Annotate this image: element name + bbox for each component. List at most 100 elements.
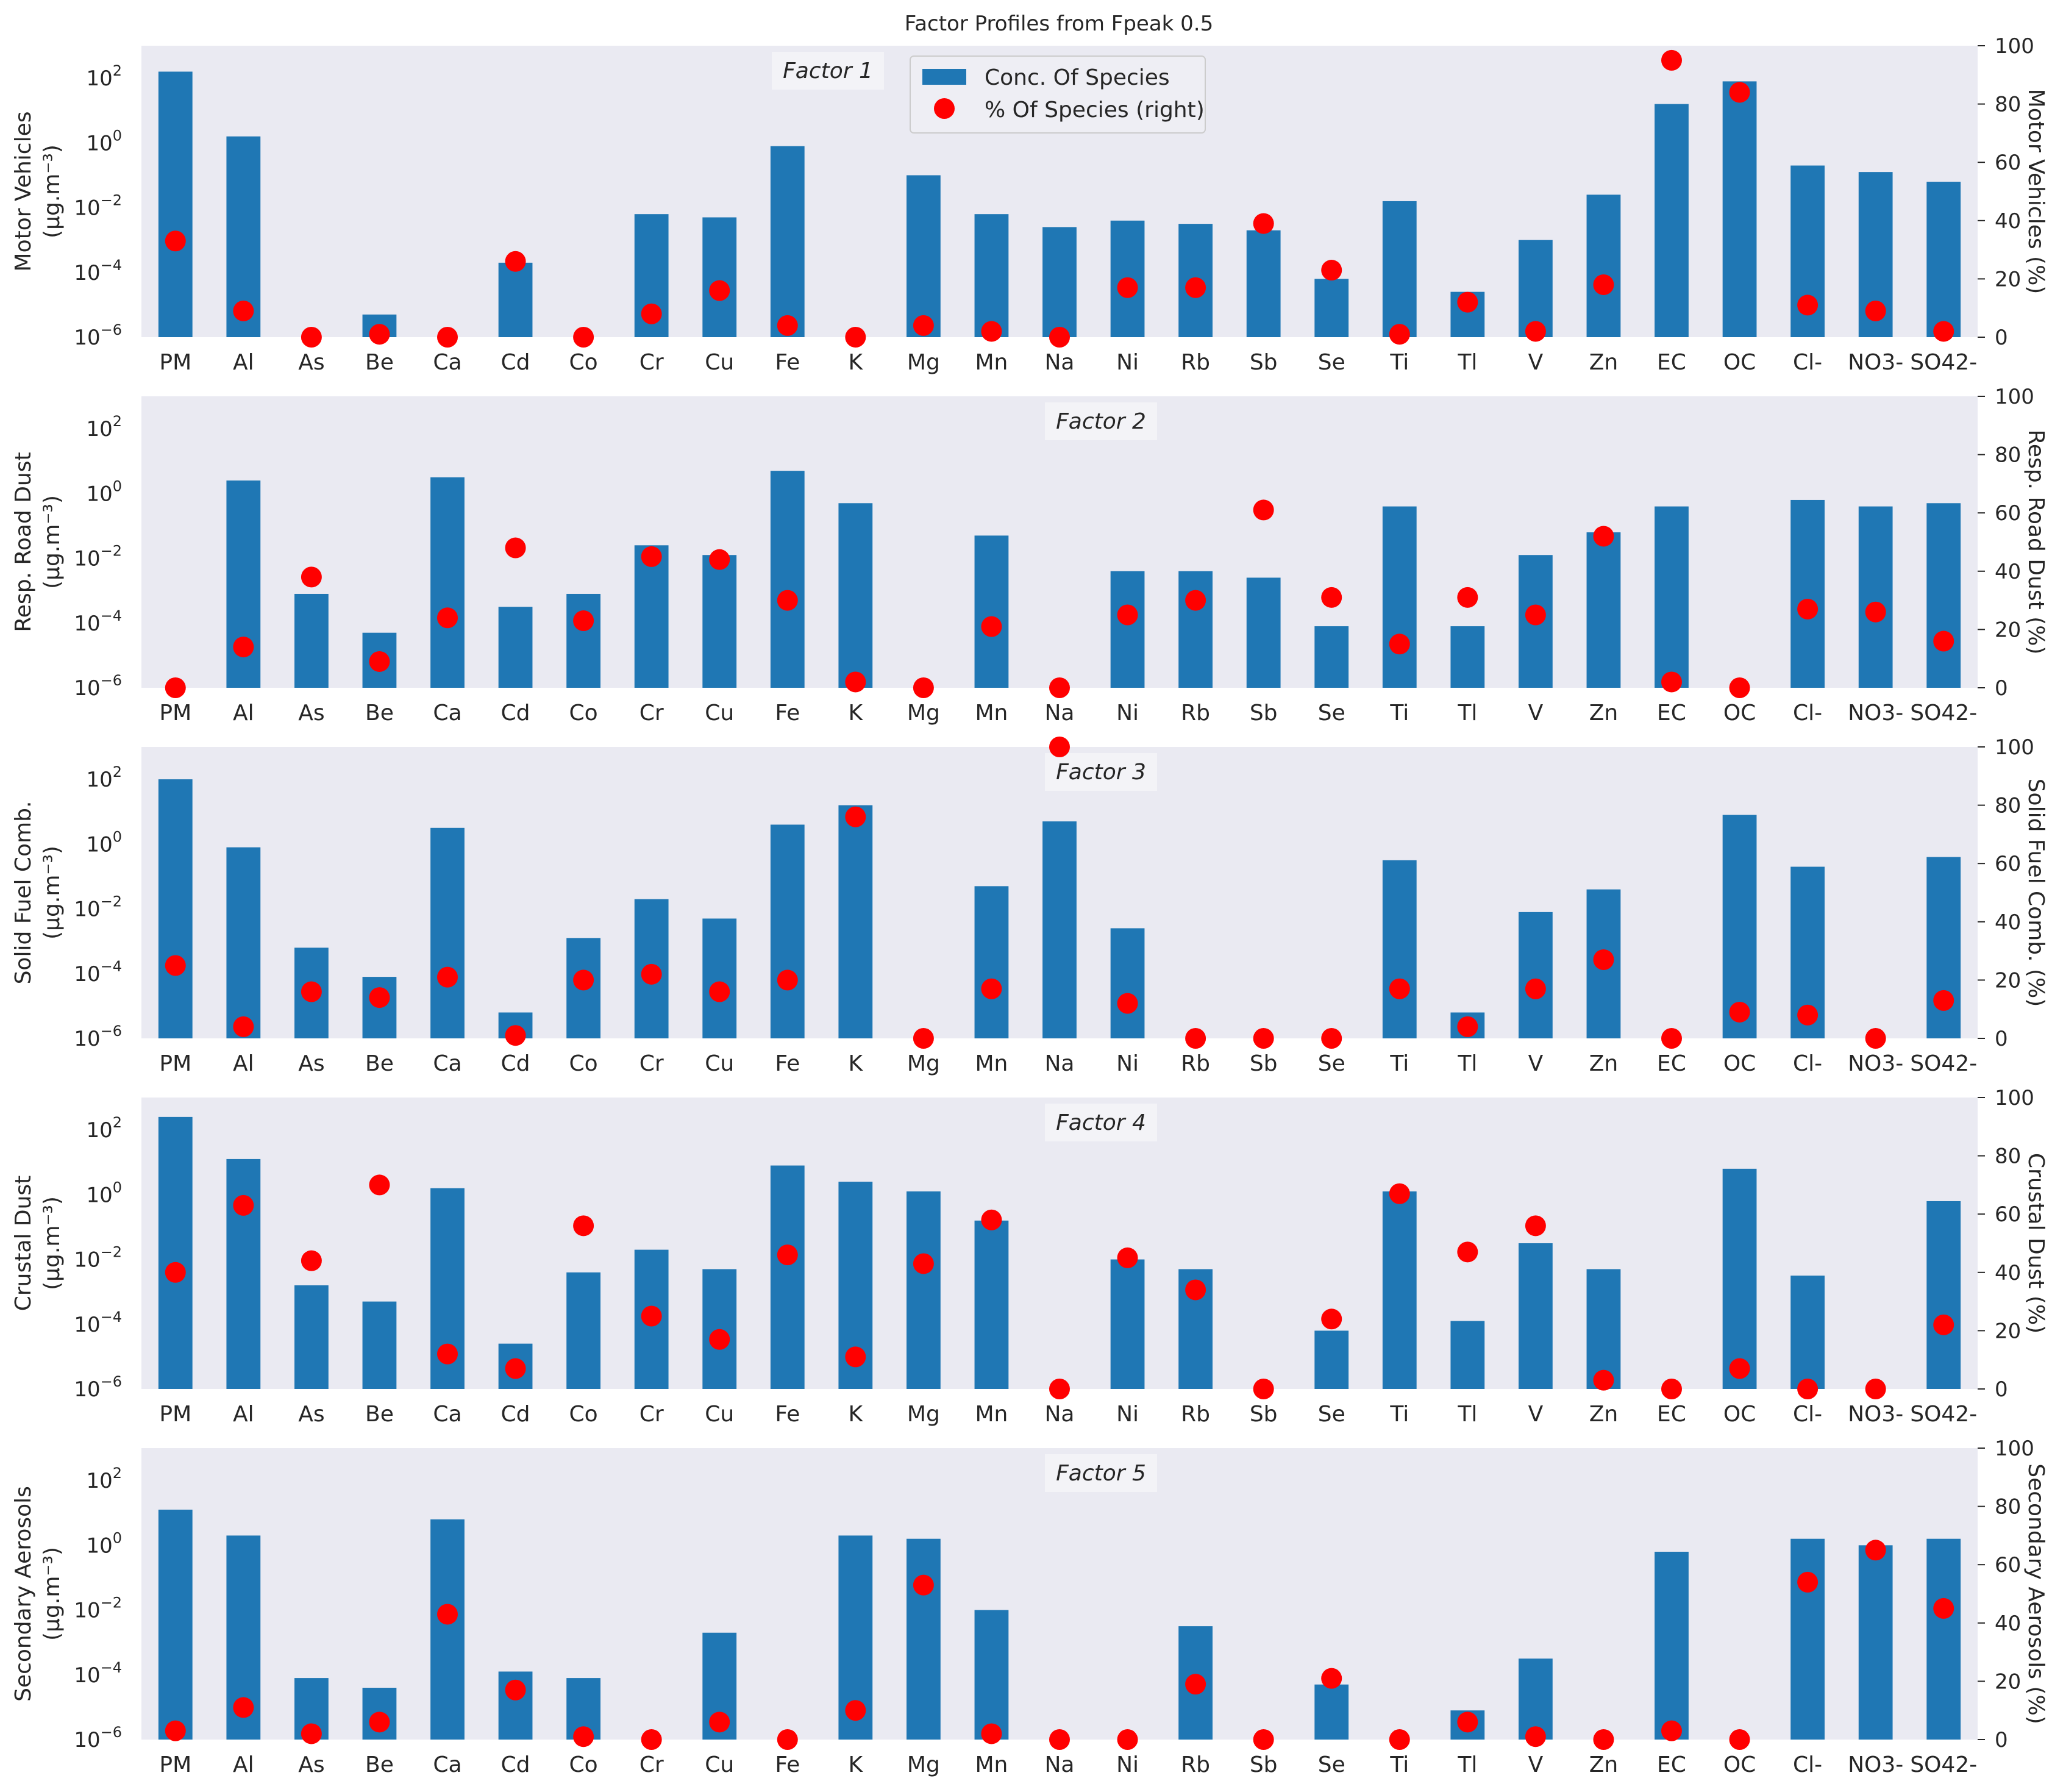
bar-Cu bbox=[702, 918, 737, 1038]
category-label-Cr: Cr bbox=[639, 1752, 664, 1777]
category-label-Cr: Cr bbox=[639, 701, 664, 726]
category-label-Fe: Fe bbox=[775, 1752, 800, 1777]
panel-2: Factor 2 PM Al As Be Ca Cd Co Cr Cu Fe K Mg Mn Na Ni Rb S… bbox=[11, 385, 2048, 726]
category-label-Mn: Mn bbox=[975, 701, 1008, 726]
percent-dot-Mg bbox=[913, 1028, 934, 1049]
left-tick-label: 10−4 bbox=[74, 257, 122, 285]
category-label-Rb: Rb bbox=[1181, 1402, 1210, 1427]
right-tick-label: 80 bbox=[1995, 93, 2021, 117]
left-axis-unit: (µg.m⁻³) bbox=[40, 1547, 65, 1641]
category-label-As: As bbox=[298, 1402, 324, 1427]
right-tick-label: 100 bbox=[1995, 735, 2034, 760]
percent-dot-NO3- bbox=[1865, 300, 1886, 321]
bar-K bbox=[838, 805, 873, 1038]
percent-dot-V bbox=[1525, 321, 1546, 342]
percent-dot-SO42- bbox=[1933, 1314, 1954, 1335]
bar-Cl- bbox=[1790, 1276, 1825, 1389]
percent-dot-Tl bbox=[1457, 291, 1478, 313]
percent-dot-Rb bbox=[1185, 277, 1206, 298]
right-tick-label: 100 bbox=[1995, 1086, 2034, 1110]
percent-dot-Na bbox=[1049, 737, 1070, 757]
bar-Cu bbox=[702, 555, 737, 688]
right-axis-label: Solid Fuel Comb. (%) bbox=[2023, 779, 2048, 1007]
bar-Mn bbox=[974, 535, 1009, 688]
bar-OC bbox=[1722, 815, 1757, 1038]
bar-Al bbox=[226, 847, 261, 1038]
right-tick-label: 60 bbox=[1995, 852, 2021, 876]
bar-NO3- bbox=[1858, 506, 1893, 688]
percent-dot-Co bbox=[573, 610, 594, 632]
percent-dot-K bbox=[845, 806, 866, 827]
left-tick-label: 10−6 bbox=[74, 321, 122, 350]
category-label-Ti: Ti bbox=[1389, 1752, 1409, 1777]
factor-label-box bbox=[1045, 402, 1157, 440]
bar-Ca bbox=[430, 477, 465, 688]
percent-dot-As bbox=[301, 327, 322, 348]
percent-dot-As bbox=[301, 566, 322, 588]
percent-dot-Ca bbox=[437, 966, 458, 988]
percent-dot-Sb bbox=[1253, 213, 1274, 234]
legend-dot-swatch bbox=[934, 98, 955, 119]
bar-Ti bbox=[1382, 506, 1417, 688]
category-label-Mn: Mn bbox=[975, 1402, 1008, 1427]
percent-dot-Cr bbox=[641, 546, 662, 567]
category-label-K: K bbox=[849, 350, 864, 375]
percent-dot-Be bbox=[369, 1174, 390, 1196]
right-tick-label: 100 bbox=[1995, 1437, 2034, 1461]
percent-dot-Tl bbox=[1457, 587, 1478, 608]
right-tick-label: 0 bbox=[1995, 326, 2008, 350]
percent-dot-Ni bbox=[1117, 1247, 1138, 1268]
category-label-EC: EC bbox=[1657, 701, 1686, 726]
bar-Mn bbox=[974, 886, 1009, 1038]
category-label-Ca: Ca bbox=[433, 701, 461, 726]
legend-bar-swatch bbox=[922, 69, 966, 85]
category-label-Se: Se bbox=[1318, 1752, 1345, 1777]
percent-dot-Fe bbox=[777, 315, 798, 336]
category-label-Co: Co bbox=[569, 1752, 598, 1777]
category-label-OC: OC bbox=[1723, 350, 1756, 375]
left-tick-label: 10−6 bbox=[74, 1724, 122, 1752]
category-label-Cd: Cd bbox=[501, 1402, 530, 1427]
percent-dot-EC bbox=[1661, 49, 1682, 71]
left-tick-label: 102 bbox=[86, 1465, 122, 1493]
percent-dot-Ni bbox=[1117, 604, 1138, 626]
percent-dot-Ti bbox=[1389, 634, 1410, 655]
percent-dot-Tl bbox=[1457, 1712, 1478, 1733]
left-tick-label: 10−2 bbox=[74, 1244, 122, 1273]
category-label-Mg: Mg bbox=[907, 1752, 940, 1777]
percent-dot-Sb bbox=[1253, 499, 1274, 521]
right-tick-label: 60 bbox=[1995, 501, 2021, 526]
percent-dot-Cl- bbox=[1797, 1571, 1819, 1593]
percent-dot-Cu bbox=[709, 1712, 730, 1733]
percent-dot-Rb bbox=[1185, 590, 1206, 611]
category-label-Ti: Ti bbox=[1389, 701, 1409, 726]
category-label-Ni: Ni bbox=[1116, 1051, 1139, 1076]
right-tick-label: 40 bbox=[1995, 560, 2021, 584]
category-label-Tl: Tl bbox=[1457, 701, 1477, 726]
percent-dot-NO3- bbox=[1865, 601, 1886, 623]
category-label-Cr: Cr bbox=[639, 350, 664, 375]
bar-Sb bbox=[1246, 577, 1281, 688]
factor-label-box bbox=[1045, 1104, 1157, 1141]
bar-Rb bbox=[1178, 571, 1213, 688]
right-tick-label: 80 bbox=[1995, 794, 2021, 818]
category-label-EC: EC bbox=[1657, 350, 1686, 375]
category-label-Rb: Rb bbox=[1181, 701, 1210, 726]
percent-dot-Cu bbox=[709, 549, 730, 570]
category-label-Sb: Sb bbox=[1250, 1402, 1278, 1427]
bar-OC bbox=[1722, 1168, 1757, 1389]
legend: Conc. Of Species % Of Species (right) bbox=[910, 55, 1206, 134]
bar-SO42- bbox=[1926, 1201, 1961, 1389]
percent-dot-Se bbox=[1321, 260, 1342, 281]
category-label-Be: Be bbox=[365, 350, 394, 375]
left-tick-label: 100 bbox=[86, 828, 122, 857]
category-label-Sb: Sb bbox=[1250, 1051, 1278, 1076]
category-label-Sb: Sb bbox=[1250, 350, 1278, 375]
category-label-Tl: Tl bbox=[1457, 350, 1477, 375]
bar-Cl- bbox=[1790, 499, 1825, 688]
bar-Tl bbox=[1450, 626, 1485, 688]
percent-dot-PM bbox=[165, 677, 186, 698]
percent-dot-Cr bbox=[641, 303, 662, 324]
left-tick-label: 10−6 bbox=[74, 672, 122, 701]
bar-PM bbox=[158, 1509, 193, 1740]
